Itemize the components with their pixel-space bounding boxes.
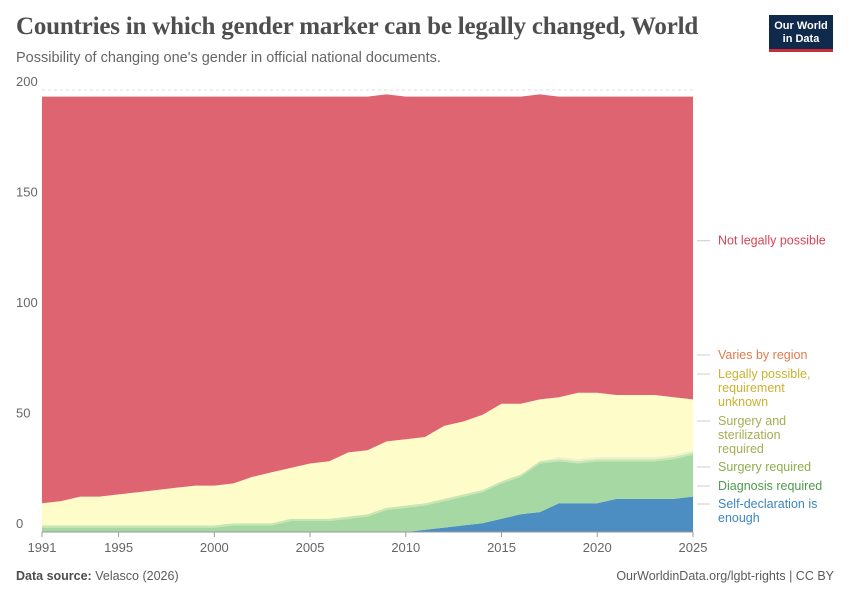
- area-series-3[interactable]: [42, 450, 693, 526]
- x-tick-label: 2005: [296, 540, 325, 555]
- area-series-1[interactable]: [42, 454, 693, 532]
- legend-label-line: sterilization: [718, 428, 781, 442]
- legend-layer: Not legally possible Varies by region Lega…: [697, 234, 826, 525]
- y-tick-label: 0: [16, 516, 23, 531]
- legend-label-line: Surgery required: [718, 460, 811, 474]
- legend-label[interactable]: Self-declaration is enough: [718, 497, 817, 525]
- area-series-4[interactable]: [42, 392, 693, 526]
- area-series-6[interactable]: [42, 94, 693, 504]
- axis-layer: 0 50 100 150 200 1991 1995 2000 2005 2010 2015 2020…: [16, 74, 707, 555]
- y-tick-label: 100: [16, 295, 38, 310]
- legend-label-line: Surgery and: [718, 414, 786, 428]
- footer-link[interactable]: OurWorldinData.org/lgbt-rights | CC BY: [616, 569, 834, 583]
- legend-label-line: Self-declaration is: [718, 497, 817, 511]
- legend-label-line: Legally possible,: [718, 367, 810, 381]
- x-tick-label: 2020: [583, 540, 612, 555]
- chart-subtitle: Possibility of changing one's gender in …: [16, 50, 441, 66]
- area-layer: [42, 94, 693, 532]
- legend-label[interactable]: Legally possible, requirement unknown: [718, 367, 810, 409]
- legend-label[interactable]: Varies by region: [718, 348, 807, 362]
- legend-label[interactable]: Not legally possible: [718, 234, 826, 248]
- y-tick-label: 200: [16, 74, 38, 89]
- area-series-2[interactable]: [42, 452, 693, 528]
- legend-label-line: Varies by region: [718, 348, 807, 362]
- legend-label-line: Not legally possible: [718, 234, 826, 248]
- logo-line-1: Our World: [774, 20, 828, 32]
- logo-line-2: in Data: [782, 33, 820, 45]
- x-tick-label: 2015: [487, 540, 516, 555]
- legend-label-line: requirement: [718, 381, 785, 395]
- area-series-0[interactable]: [42, 496, 693, 532]
- x-tick-label: 1995: [104, 540, 133, 555]
- x-tick-label: 1991: [28, 540, 57, 555]
- legend-label-line: Diagnosis required: [718, 479, 822, 493]
- data-source: Data source: Velasco (2026): [16, 569, 179, 583]
- legend-label-line: enough: [718, 511, 760, 525]
- x-tick-label: 2000: [200, 540, 229, 555]
- data-source-label: Data source:: [16, 569, 92, 583]
- legend-label-line: unknown: [718, 395, 768, 409]
- x-tick-label: 2025: [679, 540, 708, 555]
- y-tick-label: 50: [16, 406, 30, 421]
- chart-title: Countries in which gender marker can be …: [16, 13, 699, 40]
- data-source-value: Velasco (2026): [95, 569, 179, 583]
- legend-label[interactable]: Surgery required: [718, 460, 811, 474]
- x-tick-label: 2010: [391, 540, 420, 555]
- owid-logo[interactable]: Our World in Data: [769, 15, 833, 52]
- legend-label-line: required: [718, 442, 764, 456]
- y-tick-label: 150: [16, 185, 38, 200]
- legend-label[interactable]: Diagnosis required: [718, 479, 822, 493]
- legend-label[interactable]: Surgery and sterilization required: [718, 414, 786, 456]
